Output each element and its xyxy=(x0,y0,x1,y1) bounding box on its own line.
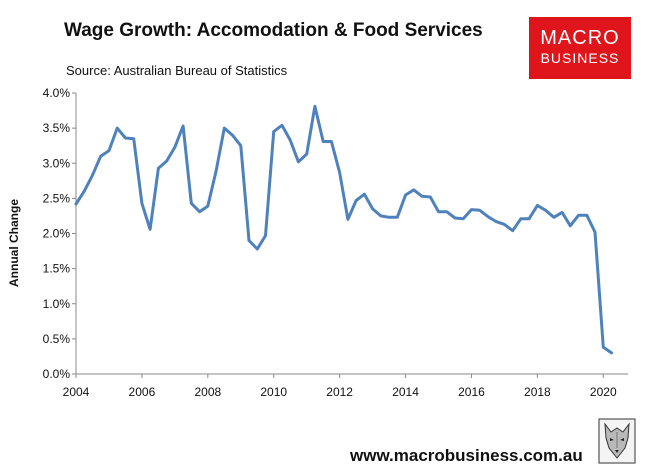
y-tick-label: 4.0% xyxy=(43,86,71,100)
y-tick-label: 1.5% xyxy=(43,262,71,276)
y-tick-label: 1.0% xyxy=(43,297,71,311)
chart-series xyxy=(74,104,613,355)
x-tick-label: 2010 xyxy=(260,385,287,399)
wolf-logo-icon xyxy=(598,418,636,464)
y-tick-label: 0.0% xyxy=(43,367,71,381)
x-tick-label: 2018 xyxy=(524,385,551,399)
y-tick-label: 0.5% xyxy=(43,332,71,346)
x-tick-label: 2008 xyxy=(194,385,221,399)
website-url: www.macrobusiness.com.au xyxy=(350,446,583,465)
series-line xyxy=(74,104,613,355)
x-tick-label: 2016 xyxy=(458,385,485,399)
logo-line-1: MACRO xyxy=(540,27,620,49)
chart-axes: 0.0% 0.5% 1.0% 1.5% 2.0% 2.5% 3.0% 3.5% 4.0% 2004… xyxy=(43,86,628,399)
x-tick-label: 2006 xyxy=(129,385,156,399)
y-tick-label: 2.0% xyxy=(43,227,71,241)
y-tick-label: 3.0% xyxy=(43,156,71,170)
x-tick-label: 2020 xyxy=(590,385,617,399)
macrobusiness-logo: MACRO BUSINESS xyxy=(529,17,631,79)
source-note: Source: Australian Bureau of Statistics xyxy=(66,63,288,78)
chart-title: Wage Growth: Accomodation & Food Service… xyxy=(64,20,483,41)
y-tick-label: 3.5% xyxy=(43,121,71,135)
y-tick-label: 2.5% xyxy=(43,191,71,205)
logo-line-2: BUSINESS xyxy=(540,50,620,66)
x-tick-label: 2014 xyxy=(392,385,419,399)
x-tick-label: 2004 xyxy=(63,385,90,399)
x-tick-label: 2012 xyxy=(326,385,353,399)
